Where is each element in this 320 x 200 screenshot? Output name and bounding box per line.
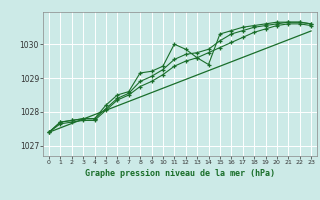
- X-axis label: Graphe pression niveau de la mer (hPa): Graphe pression niveau de la mer (hPa): [85, 169, 275, 178]
